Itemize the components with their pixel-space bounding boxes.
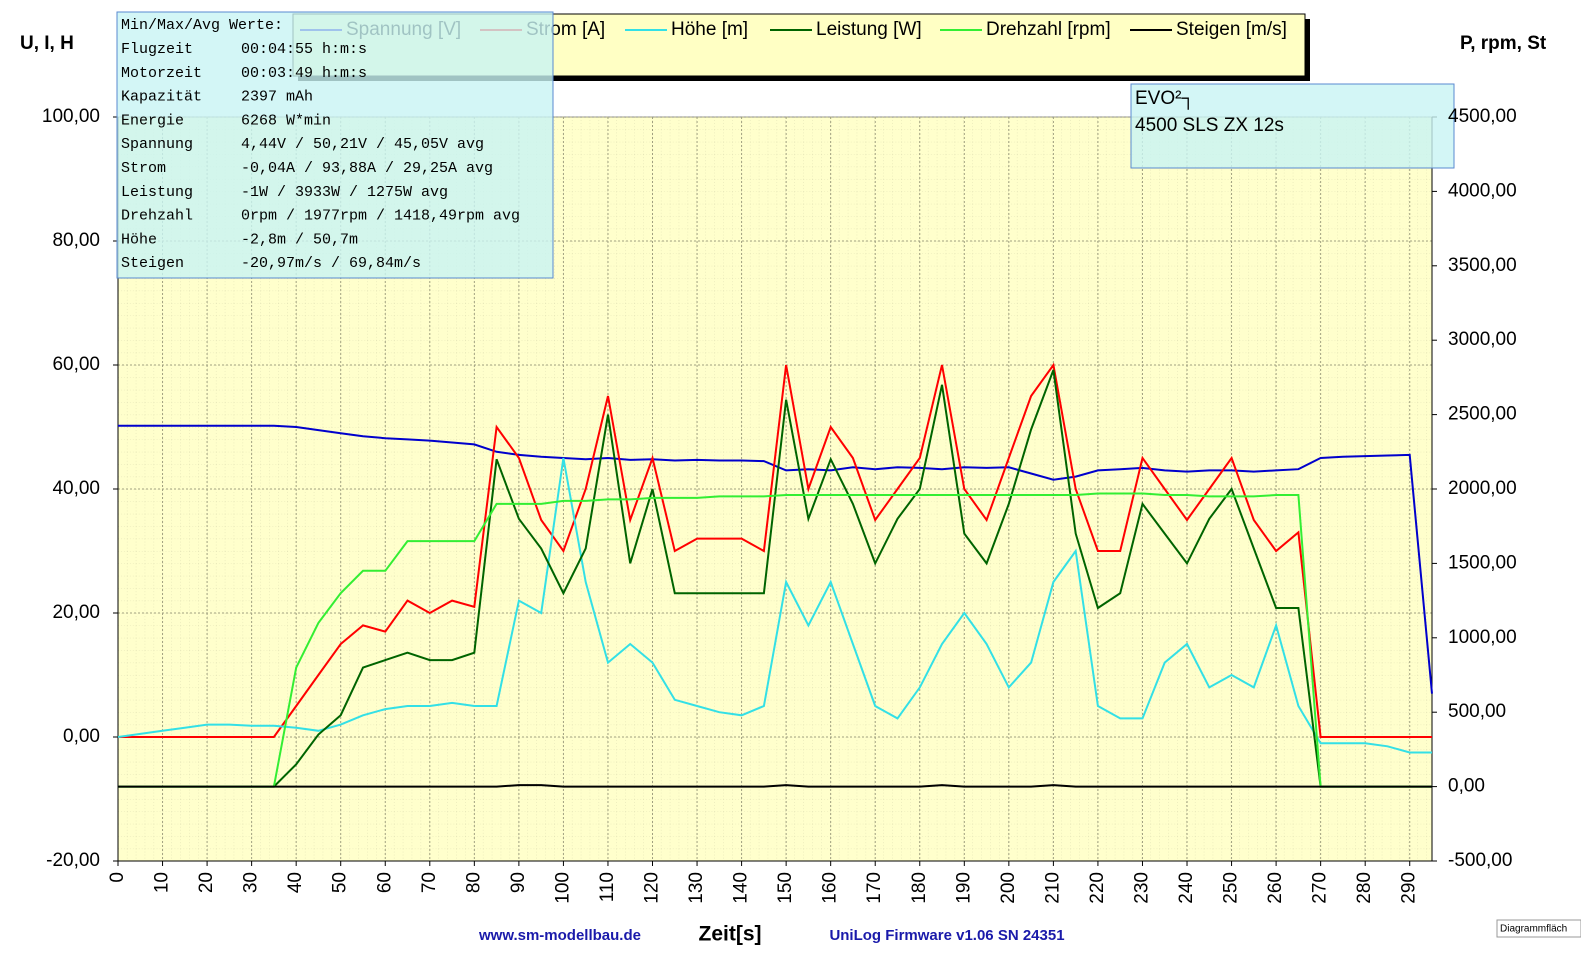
info-value: -20,97m/s / 69,84m/s <box>241 255 421 272</box>
y2-tick-label: 4500,00 <box>1448 106 1517 127</box>
y-tick-label: 60,00 <box>52 354 100 375</box>
x-tick-label: 270 <box>1310 872 1331 904</box>
y-tick-label: 20,00 <box>52 602 100 623</box>
x-tick-label: 170 <box>864 872 885 904</box>
x-tick-label: 190 <box>953 872 974 904</box>
y2-tick-label: 4000,00 <box>1448 180 1517 201</box>
info-label: Spannung <box>121 136 193 153</box>
x-axis-label: Zeit[s] <box>699 923 762 946</box>
info-label: Strom <box>121 160 166 177</box>
legend-label: Steigen [m/s] <box>1176 19 1287 40</box>
series-line <box>117 457 1432 754</box>
info-label: Energie <box>121 112 184 129</box>
y2-axis-label: P, rpm, St <box>1460 33 1547 54</box>
x-tick-label: 130 <box>686 872 707 904</box>
x-tick-label: 280 <box>1354 872 1375 904</box>
x-tick-label: 30 <box>241 872 262 893</box>
y-tick-label: 0,00 <box>63 726 100 747</box>
x-tick-label: 70 <box>419 872 440 893</box>
corner-label: Diagrammfläch <box>1500 924 1567 935</box>
x-tick-label: 180 <box>909 872 930 904</box>
info-label: Flugzeit <box>121 41 193 58</box>
x-tick-label: 80 <box>463 872 484 893</box>
x-tick-label: 110 <box>597 872 618 902</box>
info-value: 2397 mAh <box>241 89 313 106</box>
x-tick-label: 90 <box>508 872 529 893</box>
x-tick-label: 60 <box>374 872 395 893</box>
y2-tick-label: 3500,00 <box>1448 255 1517 276</box>
x-tick-label: 50 <box>330 872 351 893</box>
series-line <box>118 362 1432 738</box>
y-tick-label: 40,00 <box>52 478 100 499</box>
x-tick-label: 290 <box>1399 872 1420 904</box>
x-tick-label: 220 <box>1087 872 1108 904</box>
y2-tick-label: 1500,00 <box>1448 552 1517 573</box>
y2-tick-label: 3000,00 <box>1448 329 1517 350</box>
x-tick-label: 10 <box>152 872 173 893</box>
footer-left: www.sm-modellbau.de <box>478 927 641 944</box>
info-box <box>116 11 554 279</box>
x-tick-label: 250 <box>1221 872 1242 904</box>
info-title: Min/Max/Avg Werte: <box>121 17 283 34</box>
x-tick-label: 160 <box>820 872 841 904</box>
info-value: 4,44V / 50,21V / 45,05V avg <box>241 136 484 153</box>
info-label: Drehzahl <box>121 208 193 225</box>
y-tick-label: 80,00 <box>52 230 100 251</box>
x-tick-label: 100 <box>552 872 573 904</box>
y-tick-label: -20,00 <box>46 850 100 871</box>
info-label: Steigen <box>121 255 184 272</box>
y-axis-label: U, I, H <box>20 33 74 54</box>
note-line: 4500 SLS ZX 12s <box>1135 115 1284 136</box>
x-tick-label: 150 <box>775 872 796 904</box>
footer-right: UniLog Firmware v1.06 SN 24351 <box>829 927 1064 944</box>
x-tick-label: 120 <box>642 872 663 904</box>
y2-tick-label: 0,00 <box>1448 776 1485 797</box>
info-value: -1W / 3933W / 1275W avg <box>241 184 448 201</box>
legend-label: Höhe [m] <box>671 19 748 40</box>
x-tick-label: 230 <box>1131 872 1152 904</box>
y2-tick-label: 500,00 <box>1448 701 1506 722</box>
x-tick-label: 20 <box>196 872 217 893</box>
legend-label: Leistung [W] <box>816 19 922 40</box>
y2-tick-label: -500,00 <box>1448 850 1512 871</box>
info-label: Kapazität <box>121 89 202 106</box>
info-label: Motorzeit <box>121 65 202 82</box>
note-box <box>1130 83 1455 169</box>
info-value: -2,8m / 50,7m <box>241 231 358 248</box>
info-value: 6268 W*min <box>241 112 331 129</box>
x-tick-label: 240 <box>1176 872 1197 904</box>
info-value: 00:03:49 h:m:s <box>241 65 367 82</box>
note-line: EVO²┐ <box>1135 88 1195 110</box>
info-label: Höhe <box>121 231 157 248</box>
x-tick-label: 140 <box>731 872 752 904</box>
info-value: -0,04A / 93,88A / 29,25A avg <box>241 160 493 177</box>
info-value: 0rpm / 1977rpm / 1418,49rpm avg <box>241 208 520 225</box>
x-tick-label: 260 <box>1265 872 1286 904</box>
series-line <box>118 784 1432 788</box>
x-tick-label: 200 <box>998 872 1019 904</box>
series-line <box>118 492 1432 788</box>
info-label: Leistung <box>121 184 193 201</box>
y2-tick-label: 2000,00 <box>1448 478 1517 499</box>
legend-label: Drehzahl [rpm] <box>986 19 1111 40</box>
info-value: 00:04:55 h:m:s <box>241 41 367 58</box>
y2-tick-label: 2500,00 <box>1448 404 1517 425</box>
corner-box <box>1496 919 1581 938</box>
y2-tick-label: 1000,00 <box>1448 627 1517 648</box>
y-tick-label: 100,00 <box>42 106 100 127</box>
x-tick-label: 40 <box>285 872 306 893</box>
x-tick-label: 0 <box>107 872 128 883</box>
x-tick-label: 210 <box>1042 872 1063 904</box>
